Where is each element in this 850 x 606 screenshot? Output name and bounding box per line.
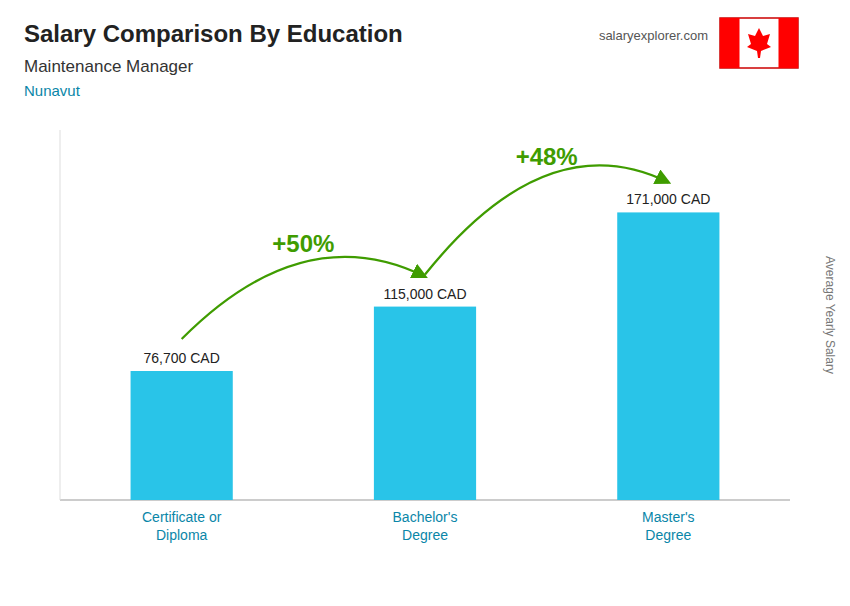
subtitle: Nunavut [24,82,81,99]
y-axis-label: Average Yearly Salary [823,256,837,374]
flag-bg [720,18,798,68]
annotation: +48% [516,143,578,170]
subtitle: Maintenance Manager [24,57,194,76]
flag-band [720,18,740,68]
bar [374,307,476,500]
bar [131,371,233,500]
x-tick-label: Master's Degree [642,509,694,543]
title: Salary Comparison By Education [24,20,403,47]
flag [720,18,798,68]
source: salaryexplorer.com [599,28,708,43]
annotation-arrow [182,257,425,339]
x-tick-label-line: Degree [402,527,448,543]
y-axis-line [60,130,61,500]
annotation-arrow [425,165,668,274]
bars [131,212,720,500]
x-tick-label-line: Master's [642,509,694,525]
chart-svg: Salary Comparison By Education Maintenanc… [0,0,850,606]
bar [617,212,719,500]
x-tick-label: Bachelor's Degree [393,509,458,543]
flag-leaf [747,28,771,58]
chart-container: Salary Comparison By Education Maintenanc… [0,0,850,606]
x-tick-label-line: Diploma [156,527,208,543]
x-tick-label-line: Degree [645,527,691,543]
x-tick-label-line: Bachelor's [393,509,458,525]
data-label: 76,700 CAD [144,350,220,366]
annotation: +50% [272,230,334,257]
x-tick-label-line: Certificate or [142,509,222,525]
data-label: 171,000 CAD [626,191,710,207]
flag-band [779,18,799,68]
x-tick-label: Certificate or Diploma [142,509,222,543]
data-label: 115,000 CAD [383,286,466,302]
